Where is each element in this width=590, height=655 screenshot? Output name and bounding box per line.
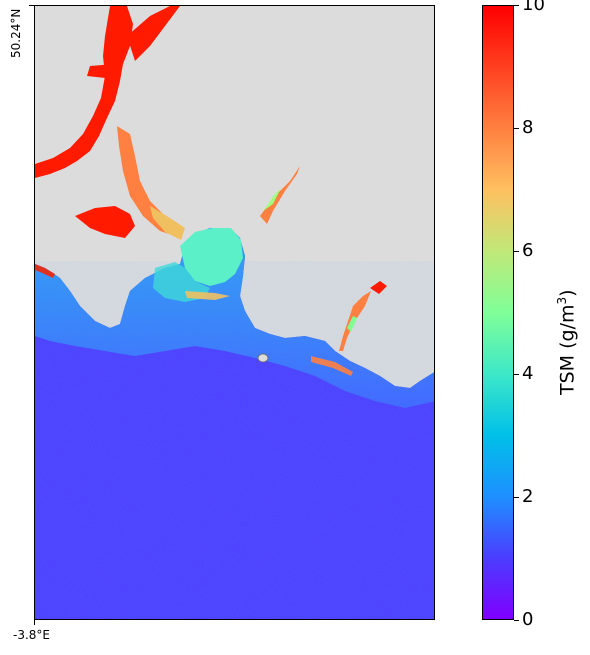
river-estuary (35, 6, 133, 178)
map-svg (35, 6, 434, 619)
colorbar-tick-label: 10 (522, 0, 545, 15)
colorbar-tick (514, 620, 519, 621)
colorbar-tick (514, 497, 519, 498)
colorbar-tick-label: 2 (522, 486, 534, 507)
colorbar (482, 5, 514, 620)
colorbar-title: TSM (g/m3) (555, 289, 579, 395)
lat-tick (29, 5, 34, 6)
colorbar-tick-label: 6 (522, 240, 534, 261)
colorbar-tick (514, 374, 519, 375)
lon-label: -3.8°E (13, 628, 50, 642)
sediment-plume (180, 228, 243, 286)
tsm-map (34, 5, 435, 620)
colorbar-tick-label: 8 (522, 117, 534, 138)
colorbar-tick-label: 4 (522, 363, 534, 384)
colorbar-tick (514, 128, 519, 129)
lon-tick (34, 620, 35, 625)
lat-label: 50.24°N (9, 8, 23, 58)
colorbar-tick-label: 0 (522, 609, 534, 630)
colorbar-tick (514, 5, 519, 6)
colorbar-tick (514, 251, 519, 252)
